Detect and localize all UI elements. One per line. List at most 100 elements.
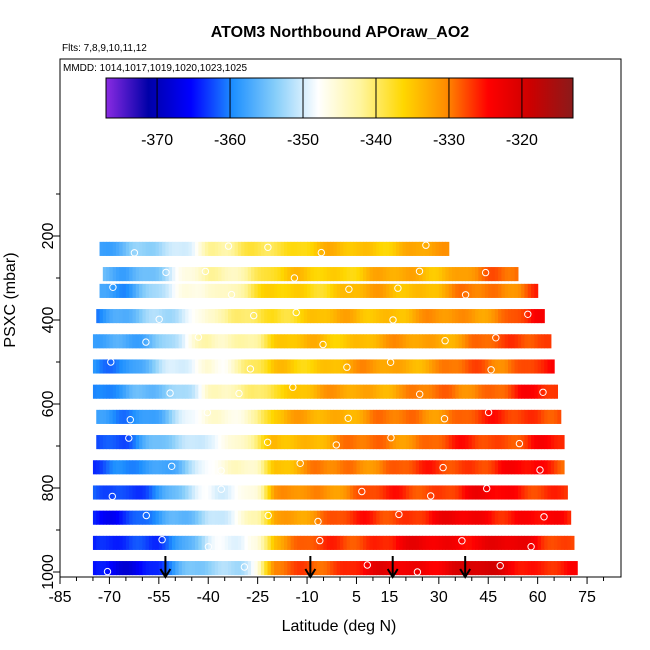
sample-marker bbox=[487, 366, 495, 374]
sample-marker bbox=[527, 543, 535, 551]
heat-cell bbox=[340, 334, 344, 349]
heat-cell bbox=[211, 241, 216, 256]
heat-cell bbox=[145, 460, 150, 475]
heat-cell bbox=[297, 309, 302, 324]
heat-cell bbox=[211, 510, 216, 525]
heat-cell bbox=[501, 334, 506, 349]
heat-cell bbox=[247, 435, 252, 450]
heat-cell bbox=[132, 241, 137, 256]
heat-cell bbox=[363, 359, 367, 374]
heat-cell bbox=[445, 334, 450, 349]
heat-cell bbox=[231, 485, 236, 500]
heat-cell bbox=[257, 359, 262, 374]
x-tick-label: -40 bbox=[197, 589, 220, 606]
heat-cell bbox=[139, 535, 143, 550]
heat-cell bbox=[379, 409, 384, 424]
heat-cell bbox=[142, 267, 147, 282]
heat-cell bbox=[343, 561, 348, 576]
heat-cell bbox=[247, 409, 252, 424]
heat-cell bbox=[478, 309, 483, 324]
heat-cell bbox=[155, 485, 160, 500]
heat-cell bbox=[484, 460, 489, 475]
heat-cell bbox=[514, 460, 519, 475]
heat-cell bbox=[554, 384, 559, 399]
sample-marker bbox=[227, 290, 236, 299]
heat-cell bbox=[99, 561, 104, 576]
heat-cell bbox=[432, 510, 437, 525]
heat-cell bbox=[257, 409, 262, 424]
heat-cell bbox=[389, 309, 394, 324]
heat-cell bbox=[521, 359, 526, 374]
heat-cell bbox=[409, 267, 414, 282]
sample-marker bbox=[319, 340, 327, 349]
sample-marker bbox=[166, 389, 174, 397]
heat-cell bbox=[353, 510, 358, 525]
heat-cell bbox=[214, 535, 219, 550]
heat-cell bbox=[376, 535, 381, 550]
heat-cell bbox=[353, 485, 358, 500]
heat-cell bbox=[511, 535, 516, 550]
heat-cell bbox=[237, 267, 242, 282]
heat-cell bbox=[333, 535, 338, 550]
heat-cell bbox=[353, 535, 358, 550]
heat-cell bbox=[228, 510, 232, 525]
heat-cell bbox=[152, 241, 157, 256]
heat-cell bbox=[175, 359, 180, 374]
heat-cell bbox=[488, 283, 493, 298]
heat-cell bbox=[455, 485, 460, 500]
heat-cell bbox=[221, 435, 226, 450]
heat-cell bbox=[428, 510, 433, 525]
heat-cell bbox=[270, 267, 275, 282]
heat-cell bbox=[175, 460, 180, 475]
heat-cell bbox=[178, 535, 183, 550]
heat-cell bbox=[280, 283, 285, 298]
heat-cell bbox=[211, 409, 216, 424]
heat-cell bbox=[425, 267, 430, 282]
heat-cell bbox=[99, 384, 104, 399]
heat-cell bbox=[280, 460, 285, 475]
heat-cell bbox=[198, 359, 203, 374]
heat-cell bbox=[445, 535, 450, 550]
heat-cell bbox=[382, 535, 387, 550]
heat-cell bbox=[455, 409, 460, 424]
heat-cell bbox=[544, 485, 549, 500]
heat-cell bbox=[241, 409, 246, 424]
heat-cell bbox=[422, 359, 427, 374]
heat-cell bbox=[508, 485, 512, 500]
heat-cell bbox=[379, 241, 384, 256]
heat-cell bbox=[307, 535, 311, 550]
heat-cell bbox=[372, 241, 377, 256]
heat-cell bbox=[534, 460, 539, 475]
heat-cell bbox=[396, 460, 400, 475]
heat-cell bbox=[455, 384, 460, 399]
heat-cell bbox=[369, 267, 374, 282]
heat-cell bbox=[119, 435, 124, 450]
heat-cell bbox=[471, 535, 476, 550]
heat-cell bbox=[112, 535, 117, 550]
heat-cell bbox=[415, 435, 420, 450]
heat-cell bbox=[129, 359, 134, 374]
heat-cell bbox=[494, 485, 499, 500]
heat-cell bbox=[116, 359, 120, 374]
heat-cell bbox=[129, 384, 134, 399]
sample-marker bbox=[358, 487, 366, 496]
heat-cell bbox=[270, 334, 275, 349]
heat-cell bbox=[478, 535, 483, 550]
heat-cell bbox=[544, 334, 549, 349]
heat-cell bbox=[109, 267, 114, 282]
heat-cell bbox=[392, 485, 397, 500]
heat-cell bbox=[386, 485, 391, 500]
heat-cell bbox=[132, 510, 137, 525]
arrow-head bbox=[159, 568, 172, 579]
sample-marker bbox=[413, 568, 422, 576]
heat-cell bbox=[379, 435, 384, 450]
heat-cell bbox=[162, 267, 167, 282]
heat-cell bbox=[557, 510, 562, 525]
heat-cell bbox=[557, 535, 562, 550]
heat-cell bbox=[162, 535, 167, 550]
heat-cell bbox=[363, 409, 367, 424]
heat-cell bbox=[228, 485, 232, 500]
heat-cell bbox=[359, 334, 364, 349]
heat-cell bbox=[303, 334, 308, 349]
